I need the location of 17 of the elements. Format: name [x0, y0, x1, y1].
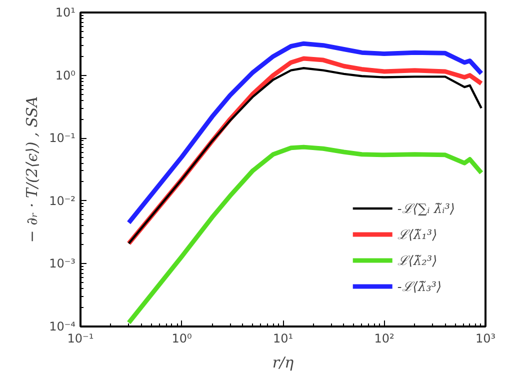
x-tick-label: 10⁰ [172, 332, 192, 346]
legend-label: ℒ⟨λ̃₂³⟩ [397, 253, 438, 269]
x-tick-label: 10² [374, 332, 394, 346]
y-tick-label: 10⁻² [49, 194, 76, 208]
x-tick-label: 10³ [475, 332, 496, 346]
x-axis-title: r/η [272, 354, 294, 372]
y-tick-label: 10¹ [55, 6, 76, 20]
legend-label: ℒ⟨λ̃₁³⟩ [397, 227, 438, 243]
y-tick-label: 10⁻⁴ [49, 320, 76, 334]
x-tick-label: 10¹ [272, 332, 294, 346]
y-tick-label: 10⁰ [55, 68, 76, 82]
y-tick-label: 10⁻¹ [49, 131, 76, 146]
y-axis-title: − ∂ᵣ · T/(2⟨ϵ⟩) , SSA [23, 96, 42, 243]
legend-label: -ℒ⟨∑ᵢ λ̃ᵢ³⟩ [397, 201, 455, 217]
x-tick-label: 10⁻¹ [67, 332, 94, 346]
legend-label: -ℒ⟨λ̃₃³⟩ [397, 279, 442, 295]
y-tick-label: 10⁻³ [49, 256, 76, 271]
